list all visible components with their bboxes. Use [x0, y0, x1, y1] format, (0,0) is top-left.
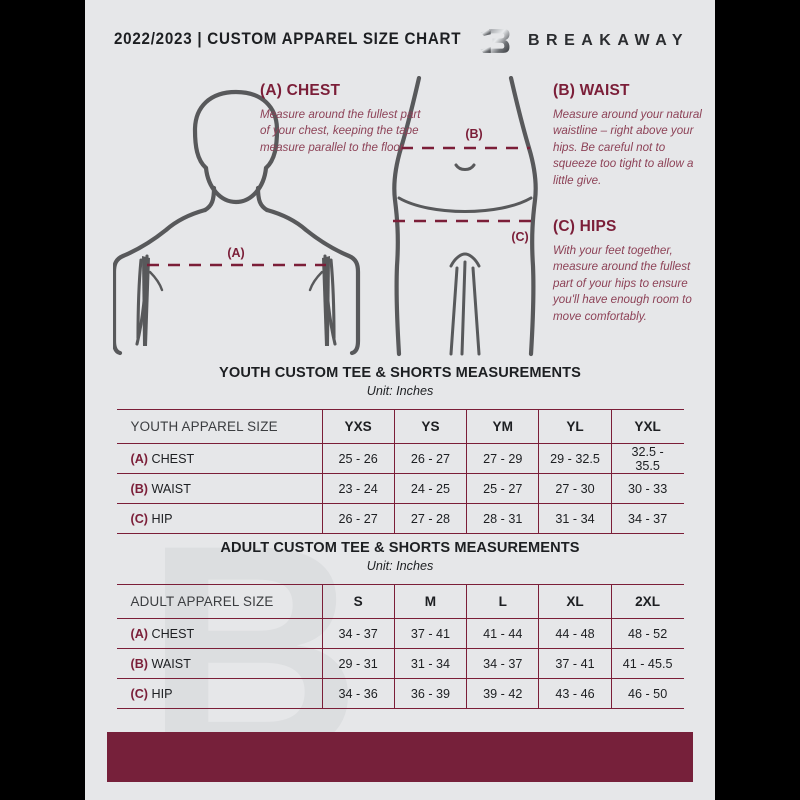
table-cell: 36 - 39: [393, 678, 467, 709]
table-cell: 28 - 31: [466, 503, 539, 534]
callout-waist-title: (B) WAIST: [553, 82, 630, 99]
table-cell: 23 - 24: [321, 473, 395, 504]
table-cell: 31 - 34: [393, 648, 467, 679]
youth-table-unit: Unit: Inches: [366, 384, 434, 398]
row-label-cell: (B) WAIST: [116, 648, 322, 679]
table-cell: 44 - 48: [538, 618, 612, 649]
row-tag: (B): [130, 481, 148, 496]
row-tag: (A): [130, 626, 148, 641]
youth-size-table: YOUTH APPAREL SIZE YXS YS YM YL YXL (A) …: [116, 409, 684, 534]
table-cell: 34 - 37: [610, 503, 684, 534]
table-cell: 27 - 30: [538, 473, 612, 504]
row-label-cell: (A) CHEST: [116, 618, 322, 649]
column-header: YM: [466, 409, 539, 444]
chest-measure-label: (A): [227, 246, 244, 260]
column-header: 2XL: [610, 584, 684, 619]
table-cell: 37 - 41: [538, 648, 612, 679]
footer-accent-bar: [107, 732, 693, 782]
row-name: HIP: [151, 686, 173, 701]
row-name: CHEST: [151, 451, 195, 466]
upper-body-front-illustration: (A): [113, 89, 361, 356]
column-header: S: [321, 584, 395, 619]
column-header: L: [466, 584, 539, 619]
row-label-cell: (B) WAIST: [116, 473, 322, 504]
waist-measure-label: (B): [465, 127, 482, 141]
table-cell: 30 - 33: [610, 473, 684, 504]
callout-chest-text: Measure around the fullest part of your …: [260, 108, 421, 154]
table-cell: 29 - 31: [321, 648, 395, 679]
row-tag: (A): [130, 451, 148, 466]
table-cell: 48 - 52: [610, 618, 684, 649]
adult-table-title: ADULT CUSTOM TEE & SHORTS MEASUREMENTS: [220, 540, 580, 556]
brand-block: BREAKAWAY: [478, 24, 689, 58]
row-tag: (B): [130, 656, 148, 671]
column-header: YXL: [610, 409, 684, 444]
table-row: (B) WAIST 23 - 24 24 - 25 25 - 27 27 - 3…: [116, 473, 684, 504]
table-cell: 34 - 37: [321, 618, 395, 649]
page-title: 2022/2023 | CUSTOM APPAREL SIZE CHART: [114, 30, 462, 48]
table-row: (C) HIP 26 - 27 27 - 28 28 - 31 31 - 34 …: [116, 503, 684, 534]
youth-measurements-block: YOUTH CUSTOM TEE & SHORTS MEASUREMENTS U…: [85, 365, 715, 534]
callout-waist: (B) WAIST Measure around your natural wa…: [553, 82, 705, 189]
illustration-area: (A) (B): [85, 70, 715, 365]
table-row: (B) WAIST 29 - 31 31 - 34 34 - 37 37 - 4…: [116, 648, 684, 679]
table-cell: 26 - 27: [393, 443, 467, 474]
callout-chest-title: (A) CHEST: [260, 82, 341, 99]
callout-hips: (C) HIPS With your feet together, measur…: [553, 218, 705, 325]
adult-measurements-block: ADULT CUSTOM TEE & SHORTS MEASUREMENTS U…: [85, 540, 715, 709]
callout-chest: (A) CHEST Measure around the fullest par…: [260, 82, 425, 156]
brand-name: BREAKAWAY: [527, 32, 689, 49]
table-cell: 25 - 27: [466, 473, 539, 504]
row-name: WAIST: [151, 481, 191, 496]
table-cell: 43 - 46: [538, 678, 612, 709]
row-label-cell: (A) CHEST: [116, 443, 322, 474]
row-name: CHEST: [151, 626, 195, 641]
column-header: XL: [538, 584, 612, 619]
column-header: M: [393, 584, 467, 619]
row-label-cell: (C) HIP: [116, 678, 322, 709]
table-cell: 25 - 26: [321, 443, 395, 474]
table-cell: 29 - 32.5: [538, 443, 612, 474]
table-cell: 41 - 44: [466, 618, 539, 649]
lower-body-front-illustration: (B) (C): [392, 76, 538, 357]
table-header-row: ADULT APPAREL SIZE S M L XL 2XL: [116, 584, 684, 619]
table-cell: 34 - 36: [321, 678, 395, 709]
table-cell: 26 - 27: [321, 503, 395, 534]
column-header: YS: [393, 409, 467, 444]
table-row: (C) HIP 34 - 36 36 - 39 39 - 42 43 - 46 …: [116, 678, 684, 709]
table-cell: 31 - 34: [538, 503, 612, 534]
row-name: HIP: [151, 511, 173, 526]
row-tag: (C): [130, 511, 148, 526]
adult-size-table: ADULT APPAREL SIZE S M L XL 2XL (A) CHES…: [116, 584, 684, 709]
row-tag: (C): [130, 686, 148, 701]
table-cell: 39 - 42: [466, 678, 539, 709]
row-label-cell: (C) HIP: [116, 503, 322, 534]
navel-mark: [454, 163, 476, 171]
column-header: YOUTH APPAREL SIZE: [116, 409, 322, 444]
table-cell: 37 - 41: [393, 618, 467, 649]
column-header: ADULT APPAREL SIZE: [116, 584, 322, 619]
table-cell: 46 - 50: [610, 678, 684, 709]
table-cell: 41 - 45.5: [610, 648, 684, 679]
page-header: 2022/2023 | CUSTOM APPAREL SIZE CHART BR…: [85, 0, 715, 72]
table-cell: 24 - 25: [393, 473, 467, 504]
table-cell: 27 - 29: [466, 443, 539, 474]
callout-waist-text: Measure around your natural waistline – …: [553, 108, 702, 187]
size-chart-page: B 2022/2023 | CUSTOM APPAREL SIZE CHART …: [85, 0, 715, 800]
table-row: (A) CHEST 25 - 26 26 - 27 27 - 29 29 - 3…: [116, 443, 684, 474]
table-cell: 32.5 - 35.5: [610, 443, 684, 474]
table-cell: 27 - 28: [393, 503, 467, 534]
callout-hips-title: (C) HIPS: [553, 218, 617, 235]
column-header: YXS: [321, 409, 395, 444]
breakaway-b-logo-icon: [480, 29, 510, 53]
callout-hips-text: With your feet together, measure around …: [553, 244, 692, 323]
row-name: WAIST: [151, 656, 191, 671]
column-header: YL: [538, 409, 612, 444]
hip-measure-label: (C): [511, 230, 528, 244]
youth-table-title: YOUTH CUSTOM TEE & SHORTS MEASUREMENTS: [219, 365, 581, 381]
table-cell: 34 - 37: [466, 648, 539, 679]
table-row: (A) CHEST 34 - 37 37 - 41 41 - 44 44 - 4…: [116, 618, 684, 649]
adult-table-unit: Unit: Inches: [366, 559, 434, 573]
table-header-row: YOUTH APPAREL SIZE YXS YS YM YL YXL: [116, 409, 684, 444]
